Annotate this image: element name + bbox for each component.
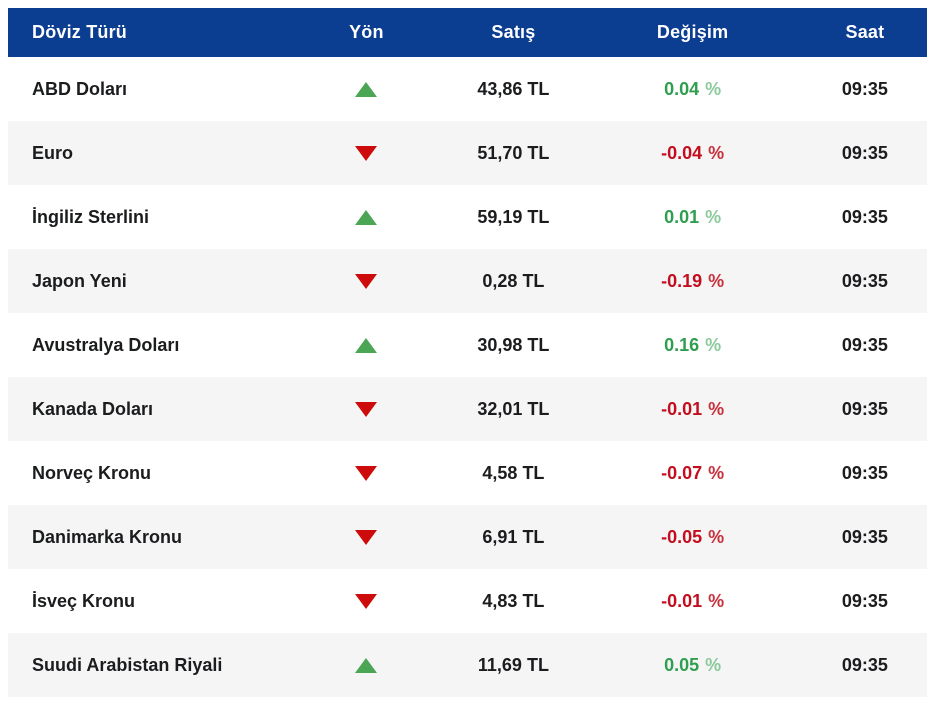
header-direction: Yön — [349, 22, 384, 42]
currency-name: Danimarka Kronu — [32, 526, 183, 547]
change-percent: -0.07 % — [582, 441, 803, 505]
percent-sign: % — [705, 78, 722, 99]
change-value: -0.19 — [661, 270, 703, 291]
change-percent: -0.01 % — [582, 377, 803, 441]
arrow-down-icon — [355, 465, 378, 481]
percent-sign: % — [705, 206, 722, 227]
sell-price-value: 32,01 TL — [477, 398, 550, 419]
currency-name: Kanada Doları — [32, 398, 154, 419]
arrow-down-icon — [355, 273, 378, 289]
update-time: 09:35 — [841, 270, 888, 291]
change-value: 0.16 — [664, 334, 700, 355]
sell-price-value: 0,28 TL — [482, 270, 545, 291]
table-row: Avustralya Doları 30,98 TL 0.16 % 09:35 — [8, 313, 927, 377]
update-time: 09:35 — [841, 590, 888, 611]
currency-name: ABD Doları — [32, 78, 128, 99]
header-change: Değişim — [656, 22, 729, 42]
change-percent: -0.19 % — [582, 249, 803, 313]
arrow-down-icon — [355, 593, 378, 609]
currency-name: Suudi Arabistan Riyali — [32, 654, 223, 675]
update-time: 09:35 — [841, 462, 888, 483]
table-row: Danimarka Kronu 6,91 TL -0.05 % 09:35 — [8, 505, 927, 569]
change-value: 0.04 — [664, 78, 700, 99]
change-percent: -0.01 % — [582, 569, 803, 633]
update-time: 09:35 — [841, 654, 888, 675]
currency-name: Japon Yeni — [32, 270, 127, 291]
change-value: -0.04 — [661, 142, 703, 163]
percent-sign: % — [705, 654, 722, 675]
sell-price-value: 4,58 TL — [482, 462, 545, 483]
change-percent: 0.16 % — [582, 313, 803, 377]
sell-price-value: 59,19 TL — [477, 206, 550, 227]
currency-name: Euro — [32, 142, 74, 163]
percent-sign: % — [705, 334, 722, 355]
update-time: 09:35 — [841, 142, 888, 163]
change-percent: 0.05 % — [582, 633, 803, 697]
update-time: 09:35 — [841, 398, 888, 419]
table-row: Kanada Doları 32,01 TL -0.01 % 09:35 — [8, 377, 927, 441]
change-percent: -0.04 % — [582, 121, 803, 185]
table-header-row: Döviz Türü Yön Satış Değişim Saat — [8, 8, 927, 57]
currency-name: İngiliz Sterlini — [32, 206, 150, 227]
percent-sign: % — [708, 526, 725, 547]
update-time: 09:35 — [841, 206, 888, 227]
update-time: 09:35 — [841, 78, 888, 99]
sell-price-value: 11,69 TL — [477, 654, 549, 675]
change-percent: 0.04 % — [582, 57, 803, 121]
percent-sign: % — [708, 398, 725, 419]
currency-table: Döviz Türü Yön Satış Değişim Saat ABD Do… — [8, 8, 927, 697]
currency-name: Norveç Kronu — [32, 462, 152, 483]
table-row: Japon Yeni 0,28 TL -0.19 % 09:35 — [8, 249, 927, 313]
change-value: -0.01 — [661, 398, 703, 419]
arrow-up-icon — [355, 81, 378, 97]
update-time: 09:35 — [841, 526, 888, 547]
table-row: İngiliz Sterlini 59,19 TL 0.01 % 09:35 — [8, 185, 927, 249]
arrow-down-icon — [355, 529, 378, 545]
sell-price-value: 51,70 TL — [477, 142, 550, 163]
change-value: -0.01 — [661, 590, 703, 611]
table-row: Suudi Arabistan Riyali 11,69 TL 0.05 % 0… — [8, 633, 927, 697]
table-body: ABD Doları 43,86 TL 0.04 % 09:35 Euro 51… — [8, 57, 927, 697]
sell-price-value: 6,91 TL — [482, 526, 545, 547]
header-sell-price: Satış — [491, 22, 536, 42]
arrow-up-icon — [355, 337, 378, 353]
table-row: Euro 51,70 TL -0.04 % 09:35 — [8, 121, 927, 185]
change-value: -0.05 — [661, 526, 703, 547]
arrow-down-icon — [355, 401, 378, 417]
header-currency-type: Döviz Türü — [32, 22, 127, 42]
change-value: 0.01 — [664, 206, 700, 227]
percent-sign: % — [708, 462, 725, 483]
update-time: 09:35 — [841, 334, 888, 355]
arrow-up-icon — [355, 657, 378, 673]
percent-sign: % — [708, 270, 725, 291]
percent-sign: % — [708, 590, 725, 611]
sell-price-value: 4,83 TL — [482, 590, 545, 611]
header-time: Saat — [845, 22, 885, 42]
change-percent: 0.01 % — [582, 185, 803, 249]
currency-name: Avustralya Doları — [32, 334, 180, 355]
table-row: İsveç Kronu 4,83 TL -0.01 % 09:35 — [8, 569, 927, 633]
change-value: 0.05 — [664, 654, 700, 675]
sell-price-value: 43,86 TL — [477, 78, 550, 99]
table-row: ABD Doları 43,86 TL 0.04 % 09:35 — [8, 57, 927, 121]
change-percent: -0.05 % — [582, 505, 803, 569]
currency-name: İsveç Kronu — [32, 590, 136, 611]
table-row: Norveç Kronu 4,58 TL -0.07 % 09:35 — [8, 441, 927, 505]
sell-price-value: 30,98 TL — [477, 334, 550, 355]
arrow-up-icon — [355, 209, 378, 225]
percent-sign: % — [708, 142, 725, 163]
arrow-down-icon — [355, 145, 378, 161]
change-value: -0.07 — [661, 462, 703, 483]
